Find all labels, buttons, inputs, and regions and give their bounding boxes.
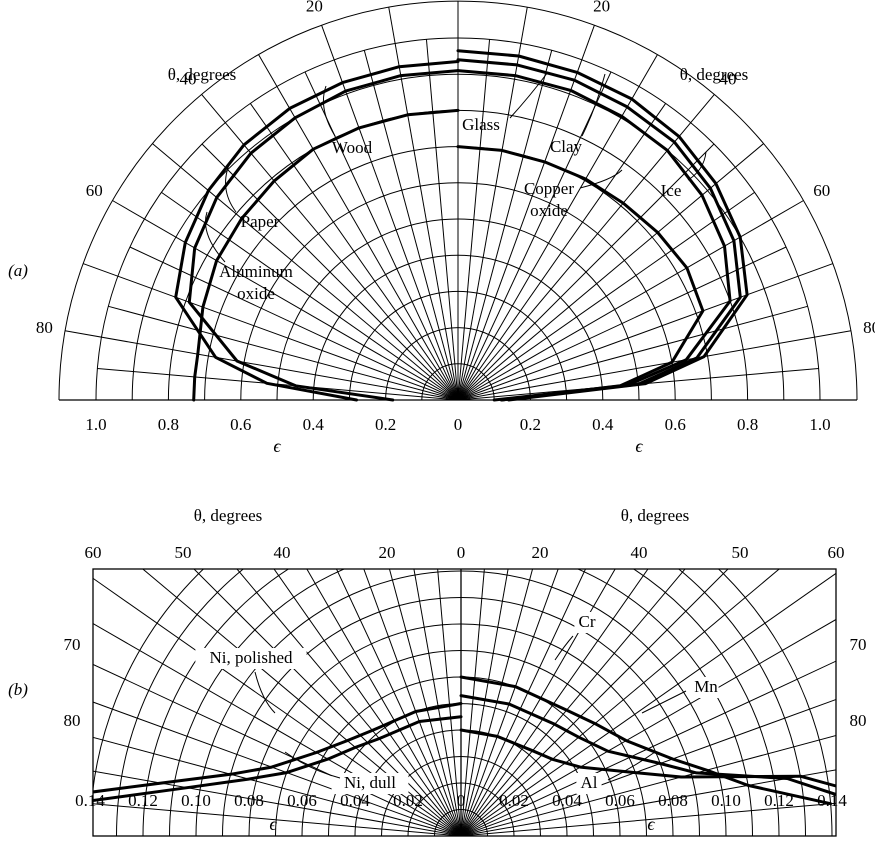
- annotation-al: Al: [581, 773, 598, 792]
- angle-axis-label-right: θ, degrees: [680, 65, 749, 84]
- radial-tick-label: 0.8: [737, 415, 758, 434]
- angle-axis-label-right: θ, degrees: [621, 506, 690, 525]
- angle-tick-label-top: 50: [175, 543, 192, 562]
- grid-spoke: [0, 306, 461, 836]
- annotation-ice: Ice: [661, 181, 682, 200]
- radial-tick-label: 0.06: [287, 791, 317, 810]
- radial-tick-label: 0: [454, 415, 463, 434]
- annotation-copper-oxide-line1: Copper: [524, 179, 574, 198]
- annotation-aluminum-oxide-line1: Aluminum: [219, 262, 293, 281]
- angle-tick-label-right: 70: [850, 635, 867, 654]
- x-axis-label-right: ϵ: [647, 814, 655, 834]
- annotation-aluminum-oxide-line2: oxide: [237, 284, 275, 303]
- x-axis-label-right: ϵ: [635, 436, 643, 456]
- grid-spoke: [0, 562, 461, 836]
- angle-tick-label: 80: [36, 318, 53, 337]
- grid-spoke: [0, 228, 461, 836]
- panel-a: 020204040606080801.00.80.60.40.200.20.40…: [8, 0, 875, 456]
- grid-spoke: [259, 54, 459, 400]
- grid-spoke: [364, 50, 458, 400]
- angle-tick-label-top: 60: [828, 543, 845, 562]
- angle-tick-label: 60: [86, 181, 103, 200]
- grid-spoke: [461, 388, 875, 836]
- radial-tick-label: 0.2: [520, 415, 541, 434]
- panel-label: (a): [8, 261, 28, 280]
- angle-axis-label-left: θ, degrees: [168, 65, 237, 84]
- radial-tick-label: 0.4: [303, 415, 325, 434]
- grid-spoke: [98, 0, 461, 836]
- annotation-cr: Cr: [579, 612, 596, 631]
- annotation-mn: Mn: [694, 677, 718, 696]
- grid-spoke: [0, 388, 461, 836]
- angle-tick-label-left: 80: [64, 711, 81, 730]
- annotation-wood: Wood: [332, 138, 373, 157]
- angle-axis-label-left: θ, degrees: [194, 506, 263, 525]
- grid-spoke: [461, 155, 875, 836]
- radial-tick-label: 0.08: [234, 791, 264, 810]
- radial-tick-label: 0.2: [375, 415, 396, 434]
- angle-tick-label: 20: [306, 0, 323, 15]
- annotation-copper-oxide-line2: oxide: [530, 201, 568, 220]
- radial-tick-label: 0: [457, 791, 466, 810]
- radial-tick-label: 0.6: [230, 415, 251, 434]
- annotation-paper: Paper: [241, 212, 280, 231]
- grid-spoke: [461, 473, 875, 836]
- angle-tick-label: 80: [863, 318, 875, 337]
- radial-tick-label: 0.6: [665, 415, 686, 434]
- radial-tick-label: 1.0: [85, 415, 106, 434]
- annotation-ni-dull: Ni, dull: [344, 773, 396, 792]
- angle-tick-label-left: 70: [64, 635, 81, 654]
- panel-label: (b): [8, 680, 28, 699]
- x-axis-label-left: ϵ: [273, 436, 281, 456]
- angle-tick-label-right: 80: [850, 711, 867, 730]
- radial-tick-label: 0.10: [181, 791, 211, 810]
- radial-tick-label: 0.08: [658, 791, 688, 810]
- radial-tick-label: 0.4: [592, 415, 614, 434]
- angle-tick-label-top: 20: [532, 543, 549, 562]
- annotation-clay: Clay: [550, 137, 583, 156]
- radial-tick-label: 0.8: [158, 415, 179, 434]
- angle-tick-label-top: 40: [631, 543, 648, 562]
- annotation-glass: Glass: [462, 115, 500, 134]
- leader-wood: [323, 86, 335, 136]
- grid-spoke: [458, 39, 490, 400]
- angle-tick-label: 60: [813, 181, 830, 200]
- grid-spoke: [461, 0, 824, 836]
- angle-tick-label-top: 50: [732, 543, 749, 562]
- annotation-ni-polished: Ni, polished: [209, 648, 293, 667]
- grid-spoke: [458, 201, 804, 401]
- grid-spoke: [426, 39, 458, 400]
- grid-spoke: [461, 228, 875, 836]
- angle-tick-label-top: 20: [379, 543, 396, 562]
- radial-tick-label: 1.0: [809, 415, 830, 434]
- radial-tick-label: 0.02: [499, 791, 529, 810]
- angle-tick-label-top: 60: [85, 543, 102, 562]
- leader-ni-polished: [255, 672, 275, 713]
- grid-spoke: [112, 201, 458, 401]
- leader-cr: [555, 636, 573, 660]
- grid-spoke: [0, 652, 461, 836]
- grid-spoke: [458, 50, 552, 400]
- angle-tick-label-top: 0: [457, 543, 466, 562]
- angle-tick-label: 20: [593, 0, 610, 15]
- angle-tick-label-top: 40: [274, 543, 291, 562]
- x-axis-label-left: ϵ: [269, 814, 277, 834]
- radial-tick-label: 0.10: [711, 791, 741, 810]
- radial-tick-label: 0.06: [605, 791, 635, 810]
